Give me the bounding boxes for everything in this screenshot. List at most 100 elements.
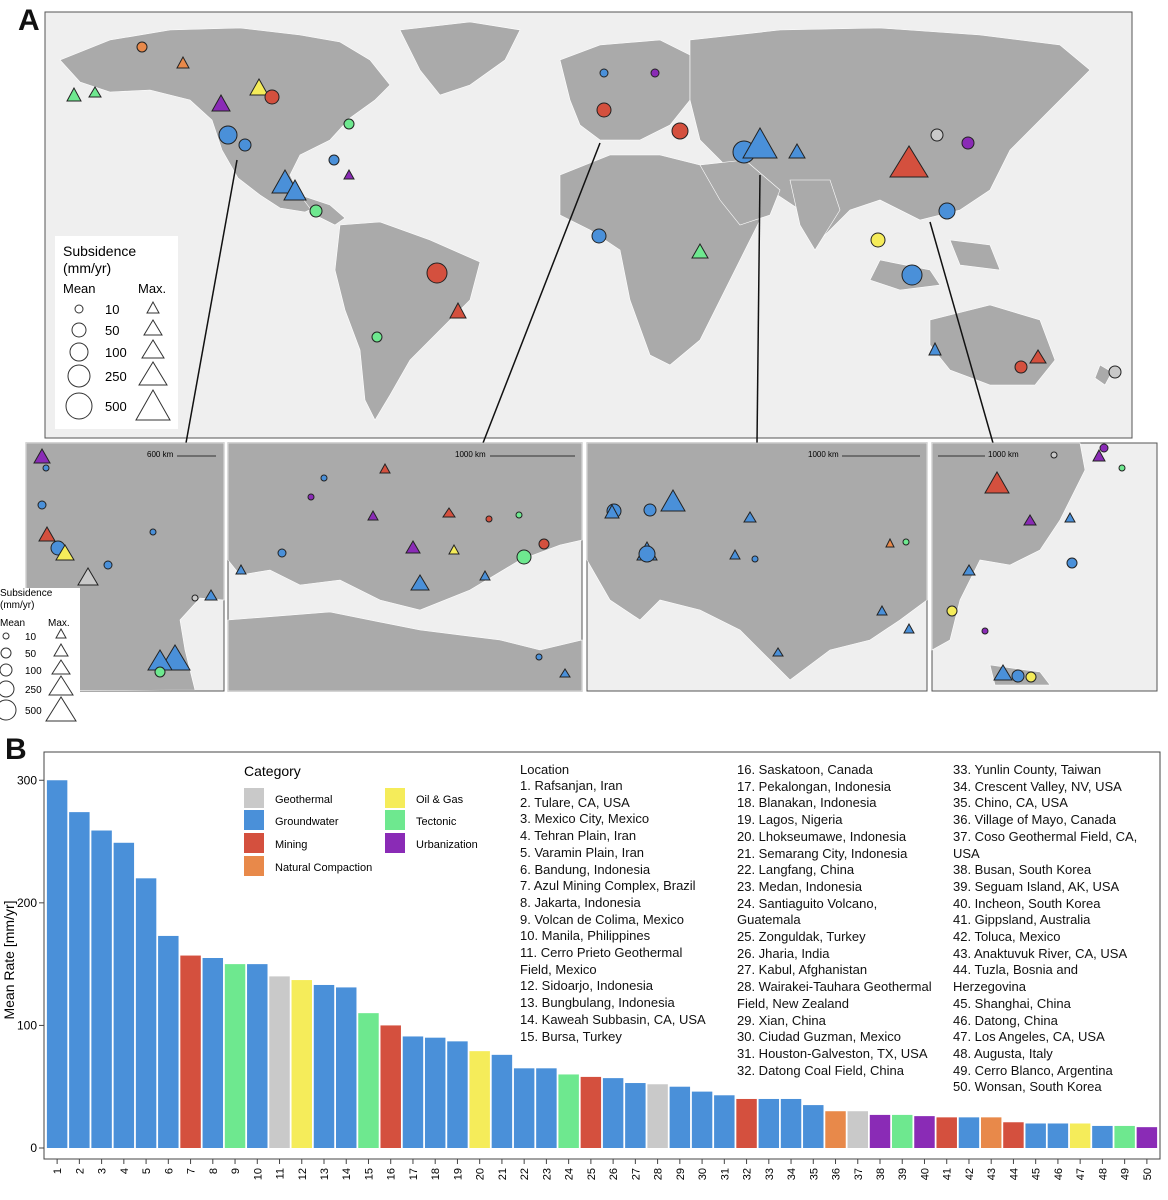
location-item: 15. Bursa, Turkey — [520, 1028, 622, 1044]
marker — [426, 262, 448, 284]
location-item: 19. Lagos, Nigeria — [737, 812, 843, 828]
marker — [238, 138, 252, 152]
marker — [870, 232, 886, 248]
location-column-3: 33. Yunlin County, Taiwan 34. Crescent Va… — [953, 762, 1158, 1096]
inset-legend: Subsidence (mm/yr) Mean Max. 10 50 100 2… — [0, 588, 80, 723]
bar — [424, 1037, 446, 1148]
marker — [66, 86, 82, 102]
location-item: 18. Blanakan, Indonesia — [737, 795, 877, 811]
map-legend-max-label: Max. — [138, 281, 166, 296]
bar — [625, 1083, 646, 1148]
inset-legend-title-1: Subsidence — [0, 588, 53, 599]
marker — [901, 264, 923, 286]
bar — [513, 1068, 535, 1148]
x-tick-label: 22 — [519, 1168, 531, 1180]
bar — [247, 964, 268, 1148]
x-tick-label: 4 — [119, 1168, 131, 1174]
location-item: 41. Gippsland, Australia — [953, 912, 1091, 928]
panel-a-label: A — [18, 4, 40, 37]
location-item: 40. Incheon, South Korea — [953, 895, 1101, 911]
x-tick-label: 18 — [430, 1168, 442, 1180]
marker — [1029, 349, 1047, 364]
x-tick-label: 34 — [786, 1168, 798, 1180]
bar — [869, 1114, 891, 1148]
bar — [825, 1111, 846, 1148]
inset-legend-max-label: Max. — [48, 618, 70, 629]
bar — [780, 1098, 802, 1148]
marker — [211, 93, 231, 112]
legend-swatch — [244, 788, 264, 808]
bar — [669, 1086, 691, 1148]
location-item: 26. Jharia, India — [737, 945, 830, 961]
marker — [88, 86, 102, 98]
bar — [1069, 1123, 1091, 1148]
location-item: 4. Tehran Plain, Iran — [520, 828, 637, 844]
location-item: 27. Kabul, Afghanistan — [737, 962, 868, 978]
location-item: 29. Xian, China — [737, 1012, 826, 1028]
marker — [788, 142, 806, 159]
location-column-2: 16. Saskatoon, Canada 17. Pekalongan, Ind… — [737, 762, 947, 1079]
map-legend-title-2: (mm/yr) — [63, 260, 111, 276]
marker — [1014, 360, 1028, 374]
y-tick-label: 100 — [17, 1018, 37, 1032]
bar — [914, 1116, 935, 1148]
y-tick-label: 200 — [17, 896, 37, 910]
bar — [736, 1098, 757, 1148]
location-item: 21. Semarang City, Indonesia — [737, 845, 908, 861]
location-item: 16. Saskatoon, Canada — [737, 762, 873, 777]
x-tick-label: 3 — [97, 1168, 109, 1174]
location-item: 36. Village of Mayo, Canada — [953, 812, 1117, 828]
location-item: 25. Zonguldak, Turkey — [737, 929, 866, 945]
inset-legend-size-10: 10 — [25, 632, 37, 643]
location-item: 5. Varamin Plain, Iran — [520, 844, 645, 860]
x-tick-label: 49 — [1120, 1168, 1132, 1180]
x-tick-label: 47 — [1075, 1168, 1087, 1180]
location-item: 23. Medan, Indonesia — [737, 878, 863, 894]
location-item: 50. Wonsan, South Korea — [953, 1079, 1102, 1095]
location-item: 37. Coso Geothermal Field, CA, — [953, 828, 1138, 844]
x-tick-label: 23 — [541, 1168, 553, 1180]
x-tick-label: 50 — [1142, 1168, 1154, 1180]
map-legend-mean-label: Mean — [63, 281, 96, 296]
location-title: Location — [520, 762, 570, 777]
marker — [328, 154, 340, 166]
legend-label: Natural Compaction — [275, 862, 372, 874]
marker — [591, 228, 607, 244]
inset-legend-size-500: 500 — [25, 706, 42, 717]
marker — [218, 125, 238, 145]
bar — [1047, 1123, 1069, 1148]
bar — [447, 1041, 468, 1148]
bar — [91, 830, 112, 1148]
location-item: 38. Busan, South Korea — [953, 862, 1092, 878]
bar — [135, 878, 157, 1148]
marker — [650, 68, 660, 78]
x-tick-label: 32 — [742, 1168, 754, 1180]
map-legend-size-100: 100 — [105, 345, 127, 360]
x-tick-label: 15 — [363, 1168, 375, 1180]
marker — [343, 118, 355, 130]
bar — [336, 987, 357, 1148]
location-item: 6. Bandung, Indonesia — [520, 861, 651, 877]
inset-legend-title-2: (mm/yr) — [0, 600, 34, 611]
x-tick-label: 24 — [564, 1168, 576, 1180]
location-item: 11. Cerro Prieto Geothermal — [520, 945, 683, 961]
legend-swatch — [385, 810, 405, 830]
x-tick-label: 14 — [341, 1168, 353, 1180]
location-item: Herzegovina — [953, 979, 1026, 995]
inset-europe: 1000 km — [227, 442, 583, 692]
y-axis: 0 100 200 300 — [17, 773, 44, 1155]
marker — [596, 102, 612, 118]
bar — [1092, 1125, 1113, 1148]
x-tick-label: 40 — [919, 1168, 931, 1180]
bar — [180, 955, 201, 1148]
location-item: 9. Volcan de Colima, Mexico — [520, 911, 685, 927]
x-tick-label: 41 — [942, 1168, 954, 1180]
location-column-1: 1. Rafsanjan, Iran 2. Tulare, CA, USA 3. M… — [520, 778, 730, 1045]
bar — [980, 1117, 1002, 1148]
x-tick-label: 26 — [608, 1168, 620, 1180]
x-tick-label: 39 — [897, 1168, 909, 1180]
x-tick-label: 19 — [452, 1168, 464, 1180]
map-legend-size-500: 500 — [105, 399, 127, 414]
panel-b-label: B — [5, 733, 27, 766]
x-tick-label: 31 — [719, 1168, 731, 1180]
